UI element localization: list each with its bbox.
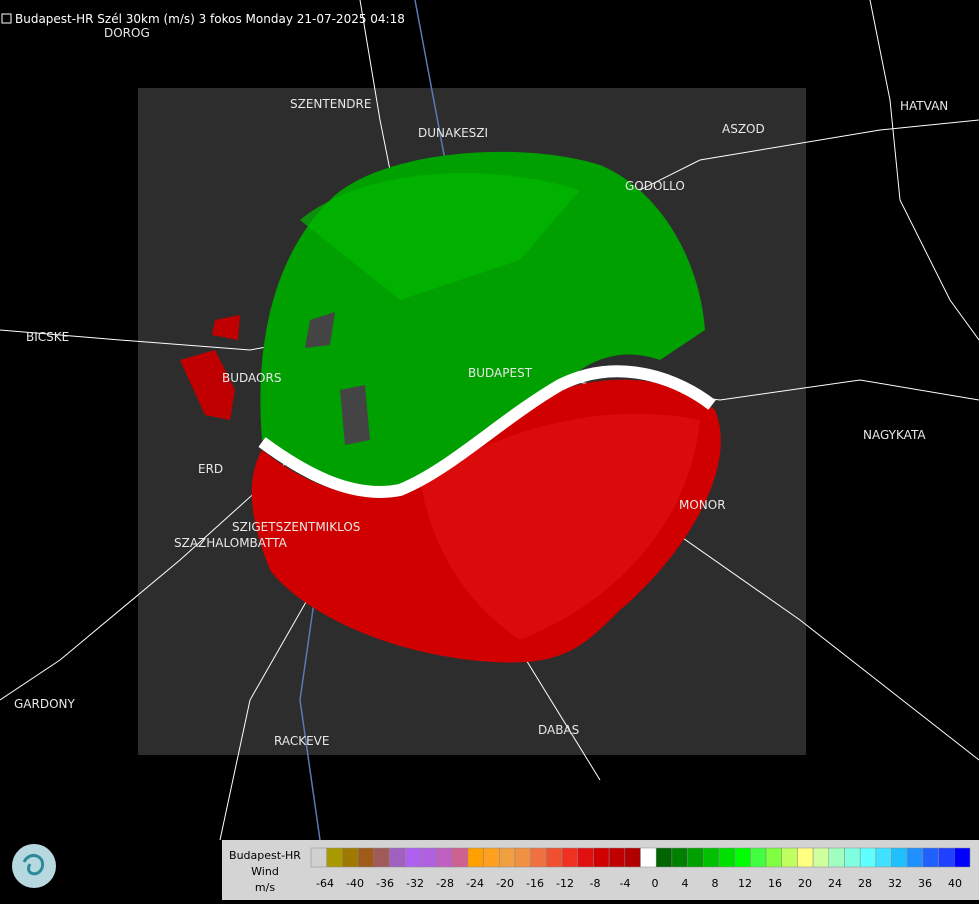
color-cell	[938, 847, 955, 868]
colorbar-tick-label: -40	[346, 877, 364, 890]
title: Budapest-HR Szél 30km (m/s) 3 fokos Mond…	[15, 12, 405, 26]
colorbar-tick-label: -16	[526, 877, 544, 890]
color-cell	[577, 847, 594, 868]
colorbar-tick-label: 24	[828, 877, 842, 890]
color-cell	[781, 847, 798, 868]
color-cell	[640, 847, 657, 868]
color-cell	[655, 847, 673, 868]
color-cell	[404, 847, 422, 868]
no-echo	[305, 312, 370, 445]
place-label: NAGYKATA	[863, 428, 926, 442]
color-cell	[671, 847, 688, 868]
color-cell	[451, 847, 469, 868]
colorbar-tick-label: 20	[798, 877, 812, 890]
color-cell	[954, 847, 971, 868]
color-cell	[906, 847, 924, 868]
place-label: DUNAKESZI	[418, 126, 488, 140]
place-label: HATVAN	[900, 99, 948, 113]
legend-unit: m/s	[255, 881, 275, 894]
colorbar-tick-label: -36	[376, 877, 394, 890]
colorbar-tick-label: -20	[496, 877, 514, 890]
color-cell	[765, 847, 782, 868]
color-cell	[608, 847, 626, 868]
legend-quantity: Wind	[251, 865, 279, 878]
color-cell	[546, 847, 563, 868]
colorbar-tick-label: 12	[738, 877, 752, 890]
color-cell	[687, 847, 704, 868]
colorbar-tick-label: -28	[436, 877, 454, 890]
color-cell	[342, 847, 359, 868]
color-cell	[828, 847, 845, 868]
place-label: BICSKE	[26, 330, 69, 344]
place-label: SZAZHALOMBATTA	[174, 536, 288, 550]
colorbar-tick-label: 4	[682, 877, 689, 890]
color-cell	[467, 847, 484, 868]
logo-swirl	[22, 853, 45, 876]
legend-station: Budapest-HR	[229, 849, 301, 862]
place-label: SZIGETSZENTMIKLOS	[232, 520, 360, 534]
colorbar-tick-label: 16	[768, 877, 782, 890]
colorbar-tick-label: -12	[556, 877, 574, 890]
color-cell	[922, 847, 939, 868]
wind-area-detail	[300, 173, 580, 300]
color-cell	[891, 847, 908, 868]
color-cell	[483, 847, 500, 868]
color-cell	[844, 847, 861, 868]
wind-area-detail	[420, 413, 700, 640]
color-cell	[703, 847, 720, 868]
color-cell	[389, 847, 406, 868]
color-cell	[734, 847, 751, 868]
colorbar-tick-label: 28	[858, 877, 872, 890]
place-label: ERD	[198, 462, 223, 476]
color-cell	[593, 847, 610, 868]
color-cell	[357, 847, 375, 868]
place-label: BUDAORS	[222, 371, 281, 385]
colorbar-tick-label: -64	[316, 877, 334, 890]
colorbar-tick-label: 40	[948, 877, 962, 890]
color-cell	[624, 847, 641, 868]
place-label: ASZOD	[722, 122, 765, 136]
color-cell	[514, 847, 531, 868]
colorbar-tick-label: 36	[918, 877, 932, 890]
title-icon	[1, 13, 12, 24]
colorbar-tick-label: -32	[406, 877, 424, 890]
place-label: MONOR	[679, 498, 726, 512]
logo	[12, 844, 56, 888]
color-cell	[326, 847, 343, 868]
color-cell	[859, 847, 877, 868]
colorbar-tick-label: 0	[652, 877, 659, 890]
color-cell	[561, 847, 578, 868]
place-label: DABAS	[538, 723, 579, 737]
color-cell	[420, 847, 437, 868]
color-cell	[718, 847, 735, 868]
colorbar-tick-label: -8	[590, 877, 601, 890]
color-cell	[812, 847, 830, 868]
color-cell	[875, 847, 892, 868]
color-cell	[499, 847, 516, 868]
colorbar-tick-label: 32	[888, 877, 902, 890]
place-label: BUDAPEST	[468, 366, 533, 380]
color-cell	[797, 847, 814, 868]
color-cell	[750, 847, 767, 868]
colorbar-tick-label: -4	[620, 877, 631, 890]
clutter	[180, 315, 240, 420]
color-cell	[436, 847, 453, 868]
colorbar-tick-label: 8	[712, 877, 719, 890]
place-label: GARDONY	[14, 697, 76, 711]
place-label: GODOLLO	[625, 179, 685, 193]
colorbar: -64 -40 -36 -32 -28 -24 -20 -16 -12 -8 -4 0 4 8 12 16 20…	[310, 847, 971, 890]
place-label: RACKEVE	[274, 734, 329, 748]
place-label: SZENTENDRE	[290, 97, 371, 111]
color-cell	[373, 847, 390, 868]
place-label: DOROG	[104, 26, 150, 40]
color-cell	[530, 847, 547, 868]
color-cell	[310, 847, 327, 868]
zero-velocity-band	[258, 365, 716, 498]
colorbar-tick-label: -24	[466, 877, 484, 890]
